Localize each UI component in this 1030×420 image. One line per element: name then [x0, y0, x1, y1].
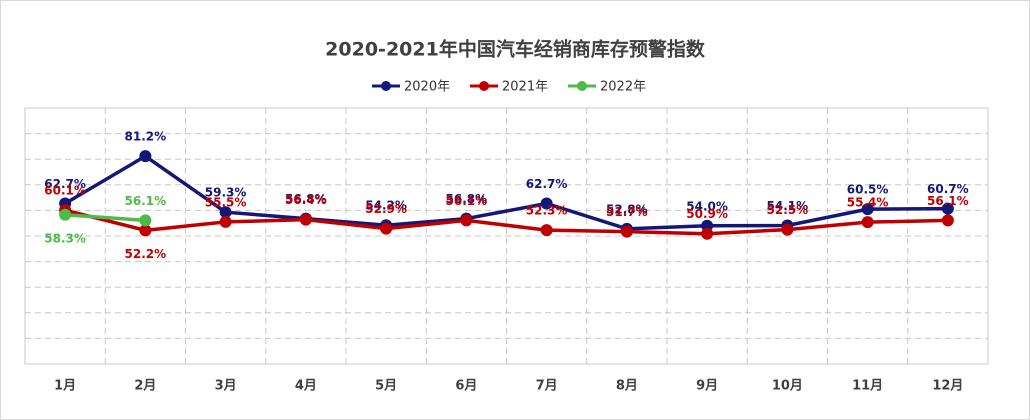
x-tick-label: 7月 [536, 379, 558, 394]
data-label: 81.2% [125, 130, 167, 144]
data-label: 60.1% [44, 184, 86, 198]
data-label: 52.9% [365, 202, 407, 216]
data-label: 52.8% [606, 202, 648, 216]
point [139, 224, 152, 237]
legend-label: 2020年 [404, 80, 450, 95]
data-label: 50.9% [686, 207, 728, 221]
point [620, 225, 633, 238]
x-tick-label: 6月 [455, 379, 477, 394]
data-label: 62.7% [44, 177, 86, 191]
data-label: 56.1% [446, 194, 488, 208]
data-label: 54.2% [365, 199, 407, 213]
point [139, 150, 152, 163]
point [540, 197, 553, 210]
x-tick-label: 9月 [696, 379, 718, 394]
x-tick-label: 4月 [295, 379, 317, 394]
point [219, 206, 232, 219]
point [781, 223, 794, 236]
data-label: 58.3% [44, 231, 86, 245]
point [460, 214, 473, 227]
point [540, 224, 553, 237]
x-tick-label: 8月 [616, 379, 638, 394]
data-label: 56.1% [125, 194, 167, 208]
data-label: 56.8% [446, 192, 488, 206]
point [941, 214, 954, 227]
legend-label: 2021年 [502, 80, 548, 95]
x-tick-label: 5月 [375, 379, 397, 394]
x-tick-label: 10月 [772, 379, 803, 394]
x-tick-label: 3月 [215, 379, 237, 394]
point [59, 208, 72, 221]
point [139, 214, 152, 227]
series-line [64, 154, 948, 231]
point [299, 213, 312, 226]
data-label: 59.3% [205, 186, 247, 200]
data-label: 51.7% [606, 205, 648, 219]
data-label: 60.7% [927, 182, 969, 196]
data-label: 52.5% [767, 203, 809, 217]
data-label: 52.2% [125, 247, 167, 261]
data-label: 52.3% [526, 204, 568, 218]
x-tick-label: 11月 [852, 379, 883, 394]
point [941, 202, 954, 215]
point [701, 227, 714, 240]
legend-label: 2022年 [600, 80, 646, 95]
x-tick-label: 1月 [54, 379, 76, 394]
point [380, 222, 393, 235]
point [861, 203, 874, 216]
data-label: 54.0% [686, 199, 728, 213]
point [861, 216, 874, 229]
legend-marker [479, 81, 489, 91]
data-label: 55.5% [205, 195, 247, 209]
data-label: 56.1% [927, 194, 969, 208]
series-line [64, 208, 948, 236]
data-label: 56.8% [285, 192, 327, 206]
x-tick-label: 2月 [134, 379, 156, 394]
point [219, 215, 232, 228]
data-label: 62.7% [526, 177, 568, 191]
legend-marker [381, 81, 391, 91]
chart-title: 2020-2021年中国汽车经销商库存预警指数 [325, 38, 706, 61]
x-tick-label: 12月 [932, 379, 963, 394]
data-label: 56.4% [285, 193, 327, 207]
legend-marker [577, 81, 587, 91]
data-label: 55.4% [847, 196, 889, 210]
data-label: 60.5% [847, 183, 889, 197]
series-line [65, 213, 146, 223]
data-label: 54.1% [767, 199, 809, 213]
